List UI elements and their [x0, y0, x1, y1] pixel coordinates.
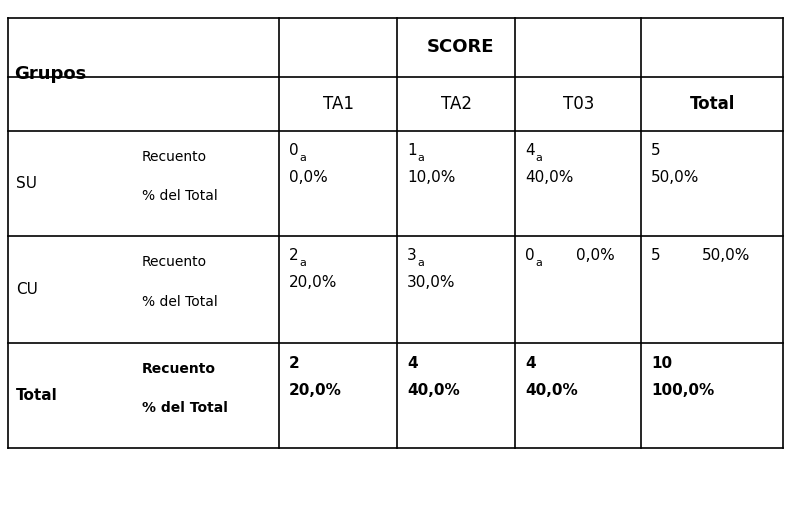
Text: 2: 2 [289, 248, 298, 263]
Text: 40,0%: 40,0% [525, 383, 578, 398]
Text: T03: T03 [563, 95, 594, 113]
Text: TA2: TA2 [441, 95, 472, 113]
Text: % del Total: % del Total [142, 295, 217, 309]
Text: Recuento: Recuento [142, 150, 207, 164]
Text: 0: 0 [525, 248, 534, 263]
Text: 5: 5 [651, 248, 660, 263]
Text: 100,0%: 100,0% [651, 383, 714, 398]
Text: a: a [417, 258, 424, 268]
Text: 10,0%: 10,0% [407, 170, 455, 185]
Text: a: a [535, 153, 542, 163]
Text: 30,0%: 30,0% [407, 275, 456, 290]
Text: 0,0%: 0,0% [576, 248, 615, 263]
Text: 50,0%: 50,0% [651, 170, 699, 185]
Text: a: a [299, 258, 306, 268]
Text: 20,0%: 20,0% [289, 275, 337, 290]
Text: Total: Total [689, 95, 735, 113]
Text: a: a [417, 153, 424, 163]
Text: 4: 4 [407, 356, 418, 371]
Text: 10: 10 [651, 356, 672, 371]
Text: 40,0%: 40,0% [525, 170, 573, 185]
Text: 50,0%: 50,0% [702, 248, 750, 263]
Text: Total: Total [16, 388, 57, 403]
Text: SU: SU [16, 176, 37, 190]
Text: Recuento: Recuento [142, 255, 207, 269]
Text: % del Total: % del Total [142, 401, 227, 415]
Text: 0: 0 [289, 143, 298, 158]
Text: 4: 4 [525, 143, 534, 158]
Text: 1: 1 [407, 143, 416, 158]
Text: CU: CU [16, 282, 38, 297]
Text: 2: 2 [289, 356, 300, 371]
Text: TA1: TA1 [323, 95, 354, 113]
Text: 5: 5 [651, 143, 660, 158]
Text: 3: 3 [407, 248, 416, 263]
Text: 0,0%: 0,0% [289, 170, 327, 185]
Text: Grupos: Grupos [14, 65, 87, 83]
Text: % del Total: % del Total [142, 188, 217, 203]
Text: 20,0%: 20,0% [289, 383, 342, 398]
Text: 40,0%: 40,0% [407, 383, 460, 398]
Text: Recuento: Recuento [142, 362, 216, 376]
Text: 4: 4 [525, 356, 536, 371]
Text: SCORE: SCORE [427, 38, 494, 56]
Text: a: a [535, 258, 542, 268]
Text: a: a [299, 153, 306, 163]
